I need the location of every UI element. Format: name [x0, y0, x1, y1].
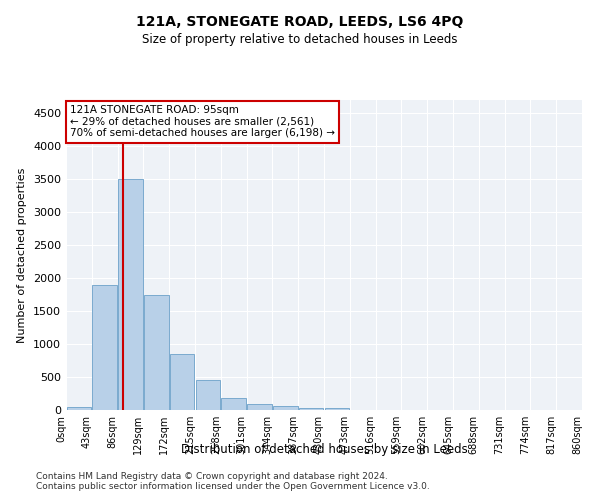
Text: 121A STONEGATE ROAD: 95sqm
← 29% of detached houses are smaller (2,561)
70% of s: 121A STONEGATE ROAD: 95sqm ← 29% of deta…	[70, 106, 335, 138]
Bar	[247, 404, 272, 410]
Text: Contains HM Land Registry data © Crown copyright and database right 2024.: Contains HM Land Registry data © Crown c…	[36, 472, 388, 481]
Text: Distribution of detached houses by size in Leeds: Distribution of detached houses by size …	[181, 442, 467, 456]
Bar	[118, 179, 143, 410]
Bar	[92, 284, 117, 410]
Bar	[299, 408, 323, 410]
Text: Size of property relative to detached houses in Leeds: Size of property relative to detached ho…	[142, 32, 458, 46]
Bar	[325, 408, 349, 410]
Bar	[67, 406, 91, 410]
Bar	[273, 406, 298, 410]
Bar	[144, 294, 169, 410]
Y-axis label: Number of detached properties: Number of detached properties	[17, 168, 28, 342]
Bar	[170, 354, 194, 410]
Bar	[196, 380, 220, 410]
Text: Contains public sector information licensed under the Open Government Licence v3: Contains public sector information licen…	[36, 482, 430, 491]
Bar	[221, 398, 246, 410]
Text: 121A, STONEGATE ROAD, LEEDS, LS6 4PQ: 121A, STONEGATE ROAD, LEEDS, LS6 4PQ	[136, 15, 464, 29]
